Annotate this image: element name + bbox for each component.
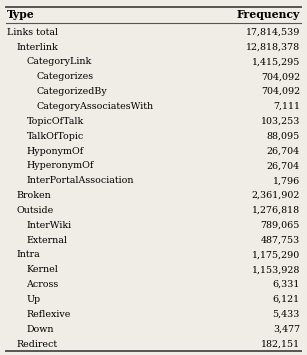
Text: Categorizes: Categorizes bbox=[36, 72, 93, 81]
Text: TopicOfTalk: TopicOfTalk bbox=[26, 117, 84, 126]
Text: Links total: Links total bbox=[7, 28, 58, 37]
Text: 1,796: 1,796 bbox=[273, 176, 300, 185]
Text: Outside: Outside bbox=[17, 206, 54, 215]
Text: 88,095: 88,095 bbox=[267, 132, 300, 141]
Text: External: External bbox=[26, 236, 68, 245]
Text: 182,151: 182,151 bbox=[261, 339, 300, 349]
Text: 487,753: 487,753 bbox=[261, 236, 300, 245]
Text: CategoryLink: CategoryLink bbox=[26, 58, 92, 66]
Text: InterWiki: InterWiki bbox=[26, 221, 72, 230]
Text: 1,153,928: 1,153,928 bbox=[251, 265, 300, 274]
Text: 1,415,295: 1,415,295 bbox=[251, 58, 300, 66]
Text: HyperonymOf: HyperonymOf bbox=[26, 162, 94, 170]
Text: 6,121: 6,121 bbox=[273, 295, 300, 304]
Text: CategorizedBy: CategorizedBy bbox=[36, 87, 107, 96]
Text: 2,361,902: 2,361,902 bbox=[251, 191, 300, 200]
Text: InterPortalAssociation: InterPortalAssociation bbox=[26, 176, 134, 185]
Text: HyponymOf: HyponymOf bbox=[26, 147, 84, 155]
Text: Redirect: Redirect bbox=[17, 339, 58, 349]
Text: 1,175,290: 1,175,290 bbox=[252, 251, 300, 260]
Text: 7,111: 7,111 bbox=[273, 102, 300, 111]
Text: 6,331: 6,331 bbox=[273, 280, 300, 289]
Text: 103,253: 103,253 bbox=[261, 117, 300, 126]
Text: 704,092: 704,092 bbox=[261, 72, 300, 81]
Text: 3,477: 3,477 bbox=[273, 325, 300, 334]
Text: Broken: Broken bbox=[17, 191, 52, 200]
Text: Type: Type bbox=[7, 10, 35, 20]
Text: 26,704: 26,704 bbox=[267, 147, 300, 155]
Text: 1,276,818: 1,276,818 bbox=[252, 206, 300, 215]
Text: Frequency: Frequency bbox=[237, 10, 300, 20]
Text: Kernel: Kernel bbox=[26, 265, 58, 274]
Text: 12,818,378: 12,818,378 bbox=[246, 43, 300, 51]
Text: Up: Up bbox=[26, 295, 41, 304]
Text: 789,065: 789,065 bbox=[261, 221, 300, 230]
Text: 704,092: 704,092 bbox=[261, 87, 300, 96]
Text: TalkOfTopic: TalkOfTopic bbox=[26, 132, 84, 141]
Text: Down: Down bbox=[26, 325, 54, 334]
Text: Interlink: Interlink bbox=[17, 43, 59, 51]
Text: 17,814,539: 17,814,539 bbox=[246, 28, 300, 37]
Text: 5,433: 5,433 bbox=[273, 310, 300, 319]
Text: Reflexive: Reflexive bbox=[26, 310, 71, 319]
Text: 26,704: 26,704 bbox=[267, 162, 300, 170]
Text: Intra: Intra bbox=[17, 251, 41, 260]
Text: CategoryAssociatesWith: CategoryAssociatesWith bbox=[36, 102, 154, 111]
Text: Across: Across bbox=[26, 280, 59, 289]
